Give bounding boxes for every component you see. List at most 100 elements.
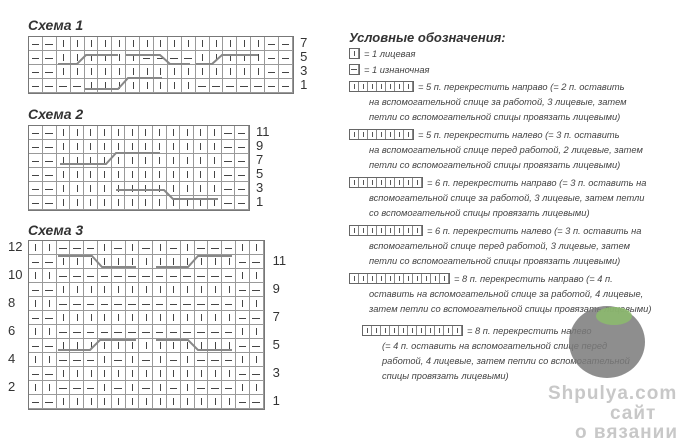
knit-stitch-cell [84,196,98,210]
knit-stitch-cell [84,51,99,65]
knit-stitch-cell [153,395,167,409]
knit-stitch-cell [97,283,112,297]
legend-text: петли со вспомогательной спицы провязать… [369,112,621,122]
purl-stitch-cell [153,325,167,339]
knit-stitch-cell [194,311,209,325]
knit-stitch-cell [208,283,223,297]
knit-symbol-icon [349,273,450,284]
knit-stitch-cell [126,37,141,51]
knit-stitch-cell [249,269,264,283]
purl-stitch-cell [42,37,57,51]
legend-title: Условные обозначения: [349,30,506,45]
knit-stitch-cell [70,37,85,51]
purl-stitch-cell [279,51,293,65]
knit-stitch-cell [154,37,168,51]
knit-stitch-cell [29,325,43,339]
purl-stitch-cell [56,381,71,395]
purl-stitch-cell [153,297,167,311]
purl-stitch-cell [56,353,71,367]
knit-stitch-cell [237,65,252,79]
knit-stitch-cell [180,311,195,325]
knit-stitch-cell [125,283,140,297]
knit-stitch-cell [235,269,250,283]
purl-stitch-cell [111,325,126,339]
knit-stitch-cell [56,168,71,182]
purl-stitch-cell [221,140,236,154]
knit-stitch-cell [29,297,43,311]
knit-stitch-cell [194,283,209,297]
purl-stitch-cell [209,79,224,93]
row-number-label: 11 [256,124,270,139]
purl-stitch-cell [166,241,181,255]
knit-stitch-cell [70,283,85,297]
knit-stitch-cell [84,37,99,51]
watermark-line2: сайт [610,403,657,424]
purl-stitch-cell [235,367,250,381]
purl-stitch-cell [56,269,71,283]
purl-stitch-cell [194,325,209,339]
purl-stitch-cell [249,283,264,297]
knit-stitch-cell [139,154,153,168]
purl-stitch-cell [265,65,280,79]
purl-stitch-cell [180,269,195,283]
purl-stitch-cell [111,297,126,311]
knit-stitch-cell [166,126,181,140]
knit-stitch-cell [208,367,223,381]
knit-stitch-cell [166,311,181,325]
knit-stitch-cell [153,367,167,381]
knit-stitch-cell [153,241,167,255]
knit-stitch-cell [140,37,155,51]
knit-stitch-cell [251,51,266,65]
legend-text: = 6 п. перекрестить налево (= 3 п. остав… [427,226,642,236]
purl-stitch-cell [208,325,223,339]
purl-stitch-cell [70,381,85,395]
knit-stitch-cell [139,182,153,196]
knit-stitch-cell [208,339,223,353]
knit-stitch-cell [97,311,112,325]
purl-stitch-cell [140,51,155,65]
knit-stitch-cell [56,182,71,196]
knit-stitch-cell [125,241,140,255]
row-number-label: 9 [256,138,264,153]
knit-stitch-cell [139,395,154,409]
knit-stitch-cell [180,339,195,353]
row-number-label: 9 [272,281,280,296]
row-number-label: 3 [272,365,280,380]
knit-stitch-cell [222,255,236,269]
legend-text: = 5 п. перекрестить направо (= 2 п. оста… [418,82,625,92]
purl-stitch-cell [56,325,71,339]
knit-stitch-cell [56,367,71,381]
knit-stitch-cell [209,37,224,51]
purl-stitch-cell [222,381,236,395]
legend-text: = 6 п. перекрестить направо (= 3 п. оста… [427,178,647,188]
purl-stitch-cell [195,79,210,93]
purl-stitch-cell [111,269,126,283]
purl-stitch-cell [194,381,209,395]
legend-item: = 8 п. перекрестить направо (= 4 п. остав… [349,272,651,317]
knit-stitch-cell [237,37,252,51]
knit-stitch-cell [249,325,264,339]
knit-stitch-cell [166,154,181,168]
knit-stitch-cell [194,255,209,269]
row-number-label: 11 [272,253,287,268]
purl-stitch-cell [235,283,250,297]
knit-stitch-cell [180,126,194,140]
knit-stitch-cell [194,367,209,381]
knit-stitch-cell [56,255,71,269]
yarn-ball-image [569,306,645,378]
knit-stitch-cell [235,325,250,339]
purl-stitch-cell [235,168,249,182]
knit-stitch-cell [180,255,195,269]
knit-stitch-cell [180,168,194,182]
legend-item: = 1 лицевая [349,47,415,62]
purl-stitch-cell [235,154,249,168]
row-number-label: 2 [8,379,16,394]
purl-stitch-cell [125,297,140,311]
knit-stitch-cell [180,140,194,154]
knit-stitch-cell [249,241,264,255]
row-number-label: 7 [300,35,308,50]
row-number-label: 1 [272,393,280,408]
knit-stitch-cell [111,311,126,325]
purl-stitch-cell [84,353,98,367]
knit-stitch-cell [56,126,71,140]
